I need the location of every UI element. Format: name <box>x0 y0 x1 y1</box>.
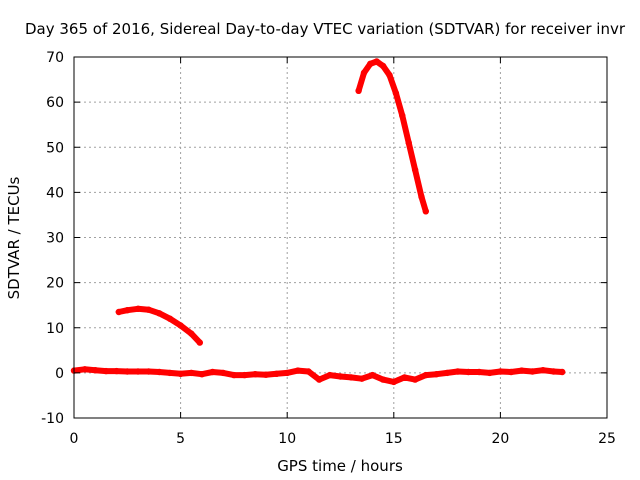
data-point <box>529 368 536 375</box>
data-point <box>411 166 419 173</box>
data-point <box>399 112 406 119</box>
y-tick-label: 70 <box>46 50 64 66</box>
data-point <box>443 369 451 377</box>
data-point <box>475 368 483 376</box>
data-point <box>115 308 123 316</box>
data-point <box>337 373 344 380</box>
data-point <box>156 310 163 317</box>
grid <box>74 57 607 418</box>
data-point <box>326 371 333 379</box>
y-tick-label: 30 <box>46 231 64 247</box>
data-point <box>273 370 280 377</box>
data-point <box>294 367 302 374</box>
y-tick-label: 0 <box>55 366 64 382</box>
x-tick-label: 10 <box>278 431 296 447</box>
data-point <box>367 60 374 67</box>
y-axis: -10 0 10 20 30 40 50 60 70 <box>41 50 607 427</box>
series-arc-2 <box>355 58 429 215</box>
data-point <box>507 368 515 376</box>
data-point <box>92 367 99 374</box>
x-axis: 0 5 10 15 20 25 <box>70 57 616 447</box>
data-point <box>305 368 312 375</box>
data-point <box>559 368 566 376</box>
data-point <box>316 376 323 383</box>
x-tick-label: 20 <box>491 431 509 447</box>
data-point <box>405 139 412 146</box>
data-point <box>134 305 142 312</box>
x-tick-label: 15 <box>385 431 403 447</box>
data-point <box>392 89 400 97</box>
data-point <box>379 376 387 383</box>
data-point <box>433 371 440 378</box>
data-point <box>198 371 206 378</box>
data-point <box>145 306 152 313</box>
data-point <box>230 371 238 379</box>
x-tick-label: 0 <box>70 431 79 447</box>
data-point <box>358 375 365 382</box>
data-point <box>177 322 184 329</box>
data-point <box>386 71 393 79</box>
data-point <box>486 369 493 377</box>
data-point <box>518 367 525 374</box>
data-point <box>390 378 397 386</box>
x-tick-label: 25 <box>598 431 616 447</box>
data-point <box>348 374 355 381</box>
data-point <box>113 367 120 375</box>
data-point <box>454 368 461 375</box>
series-baseline <box>70 366 566 386</box>
data-point <box>124 307 131 314</box>
data-point <box>465 368 472 376</box>
data-point <box>422 371 429 379</box>
series-layer <box>70 58 566 386</box>
data-point <box>241 371 248 379</box>
data-point <box>145 368 152 375</box>
data-point <box>188 330 195 337</box>
y-tick-label: 20 <box>46 276 64 292</box>
series-line <box>355 58 429 215</box>
y-axis-label: SDTVAR / TECUs <box>5 176 23 299</box>
y-tick-label: 60 <box>46 95 64 111</box>
data-point <box>411 376 419 383</box>
data-point <box>369 371 376 379</box>
chart-title: Day 365 of 2016, Sidereal Day-to-day VTE… <box>25 20 626 38</box>
data-point <box>188 369 195 377</box>
data-point <box>497 368 504 375</box>
data-point <box>550 368 557 375</box>
data-point <box>102 367 110 375</box>
data-point <box>379 62 387 70</box>
y-tick-label: 10 <box>46 321 64 337</box>
data-point <box>360 69 368 77</box>
data-point <box>355 87 362 95</box>
data-point <box>166 369 174 377</box>
data-point <box>81 366 88 373</box>
y-tick-label: 50 <box>46 140 64 156</box>
data-point <box>252 371 259 378</box>
series-arc-1 <box>115 305 203 346</box>
data-point <box>177 370 184 377</box>
data-point <box>422 208 429 215</box>
data-point <box>401 374 408 381</box>
data-point <box>166 315 174 322</box>
data-point <box>539 367 547 374</box>
y-tick-label: 40 <box>46 185 64 201</box>
data-point <box>124 368 131 375</box>
data-point <box>284 369 291 377</box>
data-point <box>134 368 142 375</box>
data-point <box>196 339 203 346</box>
y-tick-label: -10 <box>41 411 64 427</box>
data-point <box>262 371 270 378</box>
x-axis-label: GPS time / hours <box>277 457 403 475</box>
data-point <box>156 368 163 376</box>
data-point <box>209 368 216 376</box>
data-point <box>220 369 227 377</box>
data-point <box>373 58 380 65</box>
x-tick-label: 5 <box>176 431 185 447</box>
data-point <box>418 193 425 201</box>
